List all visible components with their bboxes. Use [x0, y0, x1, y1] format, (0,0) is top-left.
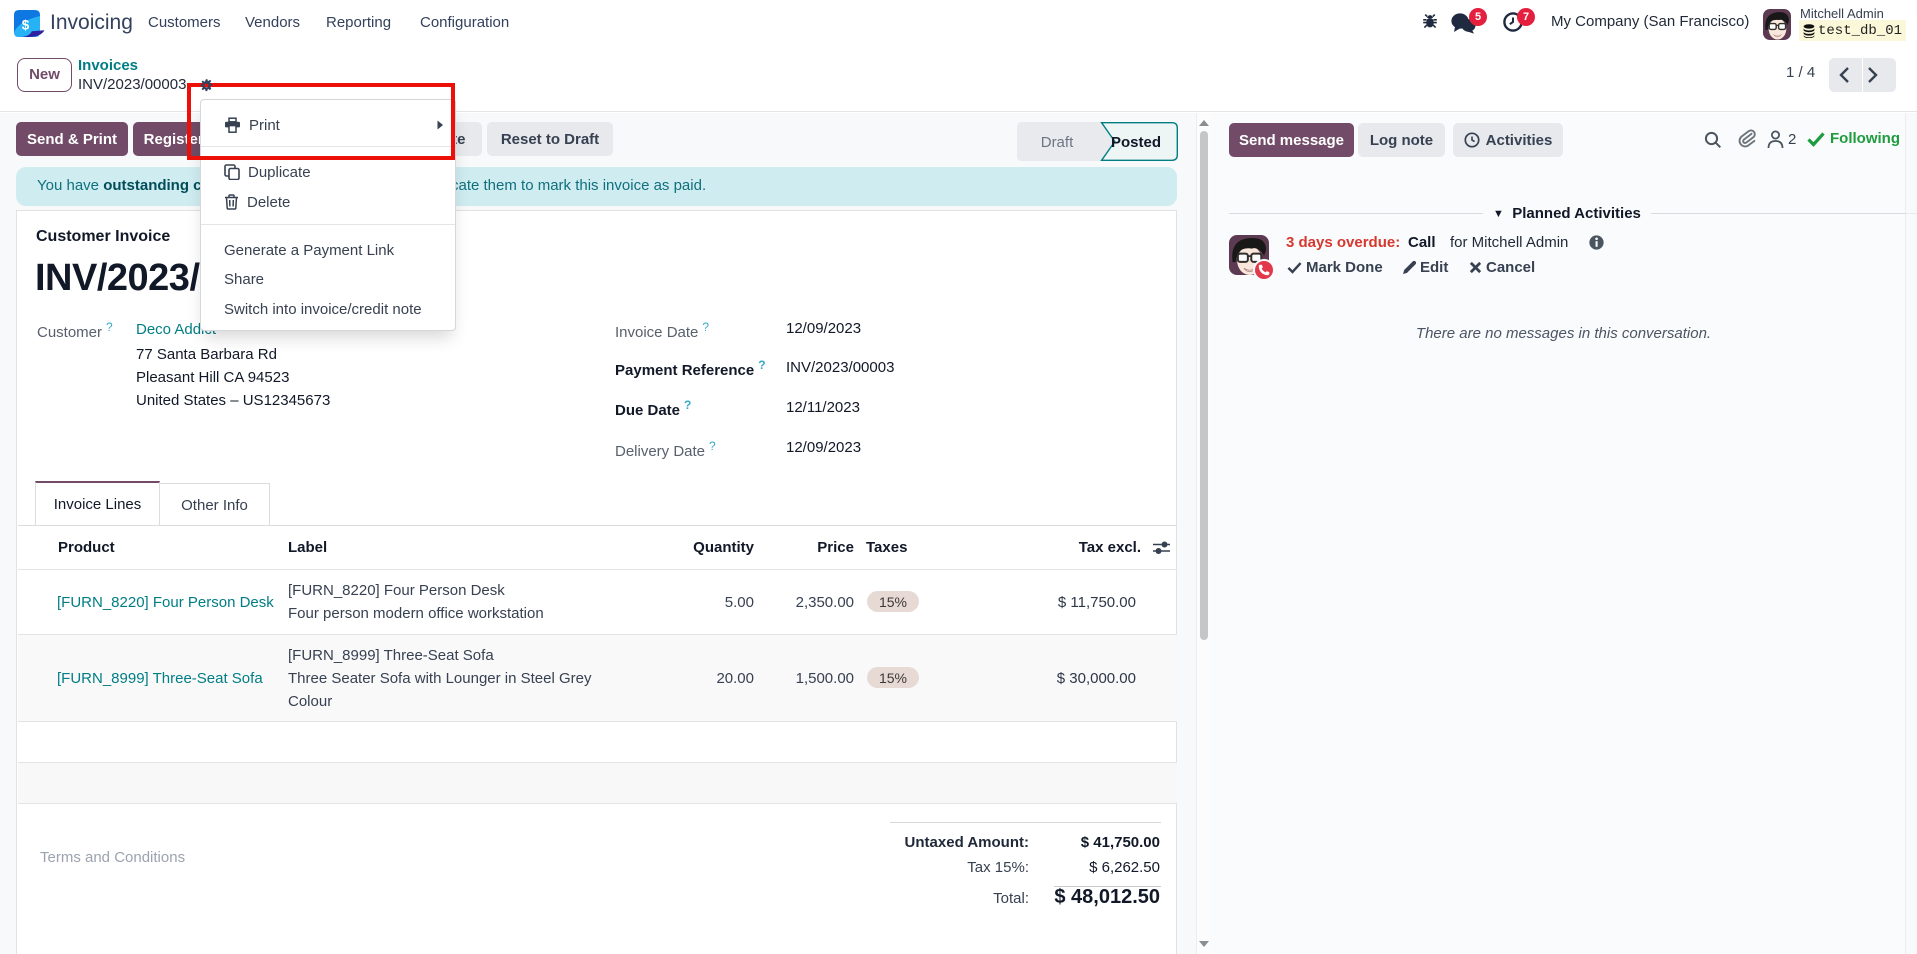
- svg-text:Posted: Posted: [1111, 134, 1161, 151]
- svg-text:Draft: Draft: [1041, 134, 1074, 151]
- svg-text:$: $: [22, 18, 30, 33]
